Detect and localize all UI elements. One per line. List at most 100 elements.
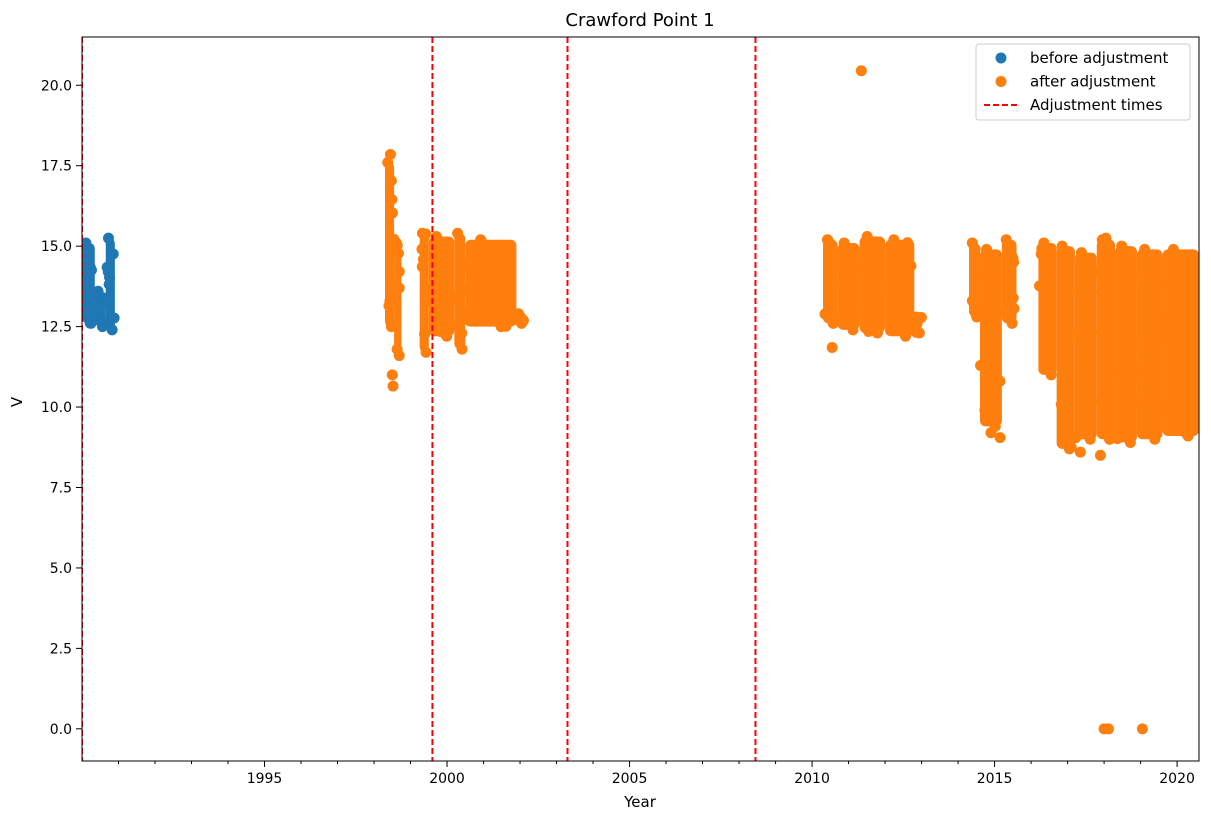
series-0-point <box>85 291 97 303</box>
y-tick-label-2: 5.0 <box>50 561 72 577</box>
series-1-point <box>1041 302 1053 314</box>
legend: before adjustment after adjustment Adjustm… <box>975 43 1191 121</box>
series-1-point <box>819 308 831 320</box>
series-1-point <box>966 237 978 249</box>
y-tick-label-0: 0.0 <box>50 722 72 738</box>
series-1-point <box>480 271 492 283</box>
series-1-point <box>1180 292 1192 304</box>
series-1-cluster-16 <box>1056 246 1075 449</box>
series-1-point <box>900 330 912 342</box>
x-tick-label-0: 1995 <box>247 771 283 787</box>
series-1-point-8 <box>1074 446 1086 458</box>
series-1-point <box>1181 258 1193 270</box>
x-tick-label-4: 2015 <box>977 771 1013 787</box>
series-1-point <box>1182 430 1194 442</box>
series-1-point <box>515 317 527 329</box>
series-1-point <box>910 311 922 323</box>
x-tick-label-3: 2010 <box>794 771 830 787</box>
series-1-point <box>883 281 895 293</box>
series-1-point <box>386 193 398 205</box>
series-1-point <box>456 327 468 339</box>
legend-marker-0 <box>995 52 1007 64</box>
series-1-point <box>452 227 464 239</box>
series-1-point <box>1124 436 1136 448</box>
series-1-point <box>1007 253 1019 265</box>
series-1-point <box>1062 367 1074 379</box>
series-1-point <box>385 175 397 187</box>
y-tick-label-1: 2.5 <box>50 641 72 657</box>
series-1-point <box>821 234 833 246</box>
series-1-point-6 <box>994 432 1006 444</box>
y-tick-label-8: 20.0 <box>41 78 72 94</box>
series-0-point <box>85 264 97 276</box>
y-tick-label-7: 17.5 <box>41 159 72 175</box>
series-1-point <box>1128 337 1140 349</box>
series-1-point <box>1070 432 1082 444</box>
series-1-point-1 <box>386 369 398 381</box>
series-1-point <box>978 265 990 277</box>
adjustment-lines <box>82 37 757 761</box>
series-0-point <box>92 285 104 297</box>
series-1-point <box>1092 266 1104 278</box>
series-0-point <box>97 298 109 310</box>
legend-label-0: before adjustment <box>1030 49 1168 67</box>
series-1-point <box>384 295 396 307</box>
series-1-point <box>441 330 453 342</box>
series-1-point <box>1142 254 1154 266</box>
series-1-point <box>859 255 871 267</box>
x-tick-label-5: 2020 <box>1159 771 1195 787</box>
series-1-point <box>416 227 428 239</box>
x-axis-label: Year <box>623 793 657 811</box>
series-1-point <box>460 262 472 274</box>
series-1-point <box>1116 240 1128 252</box>
series-1-point-3 <box>826 342 838 354</box>
series-1-point <box>970 303 982 315</box>
series-1-point <box>975 360 987 372</box>
series-1-point <box>838 237 850 249</box>
series-1-point <box>428 282 440 294</box>
plot-area <box>82 37 1199 761</box>
series-1-point <box>979 404 991 416</box>
x-tick-label-2: 2005 <box>612 771 648 787</box>
series-1-point-7 <box>1065 441 1077 453</box>
series-1-point <box>1084 433 1096 445</box>
series-1-point <box>472 280 484 292</box>
y-tick-label-5: 12.5 <box>41 320 72 336</box>
series-1-point <box>860 244 872 256</box>
series-1-point <box>390 237 402 249</box>
series-1-point <box>1034 280 1046 292</box>
series-1-point <box>391 282 403 294</box>
series-1-point <box>1104 377 1116 389</box>
series-1-point <box>860 301 872 313</box>
series-1-point <box>420 346 432 358</box>
series-1-point <box>1134 272 1146 284</box>
series-1-point <box>1125 404 1137 416</box>
series-1-point <box>848 299 860 311</box>
series-0-point <box>82 237 92 249</box>
series-1-point <box>393 266 405 278</box>
series-1-point-13 <box>1136 723 1148 735</box>
series-1-point-10 <box>1100 232 1112 244</box>
series-1-point <box>1074 283 1086 295</box>
series-1-point <box>1008 303 1020 315</box>
series-1-point <box>861 310 873 322</box>
series-1-point <box>1055 399 1067 411</box>
series-1-point <box>980 389 992 401</box>
series-1-point <box>417 253 429 265</box>
series-1-point <box>1078 335 1090 347</box>
x-tick-label-1: 2000 <box>429 771 465 787</box>
series-1-point <box>1151 311 1163 323</box>
series-1-point <box>888 234 900 246</box>
series-1-point <box>1157 401 1169 413</box>
series-1-point <box>902 237 914 249</box>
series-1-point <box>1006 317 1018 329</box>
y-tick-label-6: 15.0 <box>41 239 72 255</box>
series-1-point <box>994 375 1006 387</box>
series-1-point <box>393 350 405 362</box>
series-1-point <box>1086 326 1098 338</box>
series-1-point <box>456 343 468 355</box>
legend-box <box>975 43 1191 121</box>
series-1-point <box>834 314 846 326</box>
